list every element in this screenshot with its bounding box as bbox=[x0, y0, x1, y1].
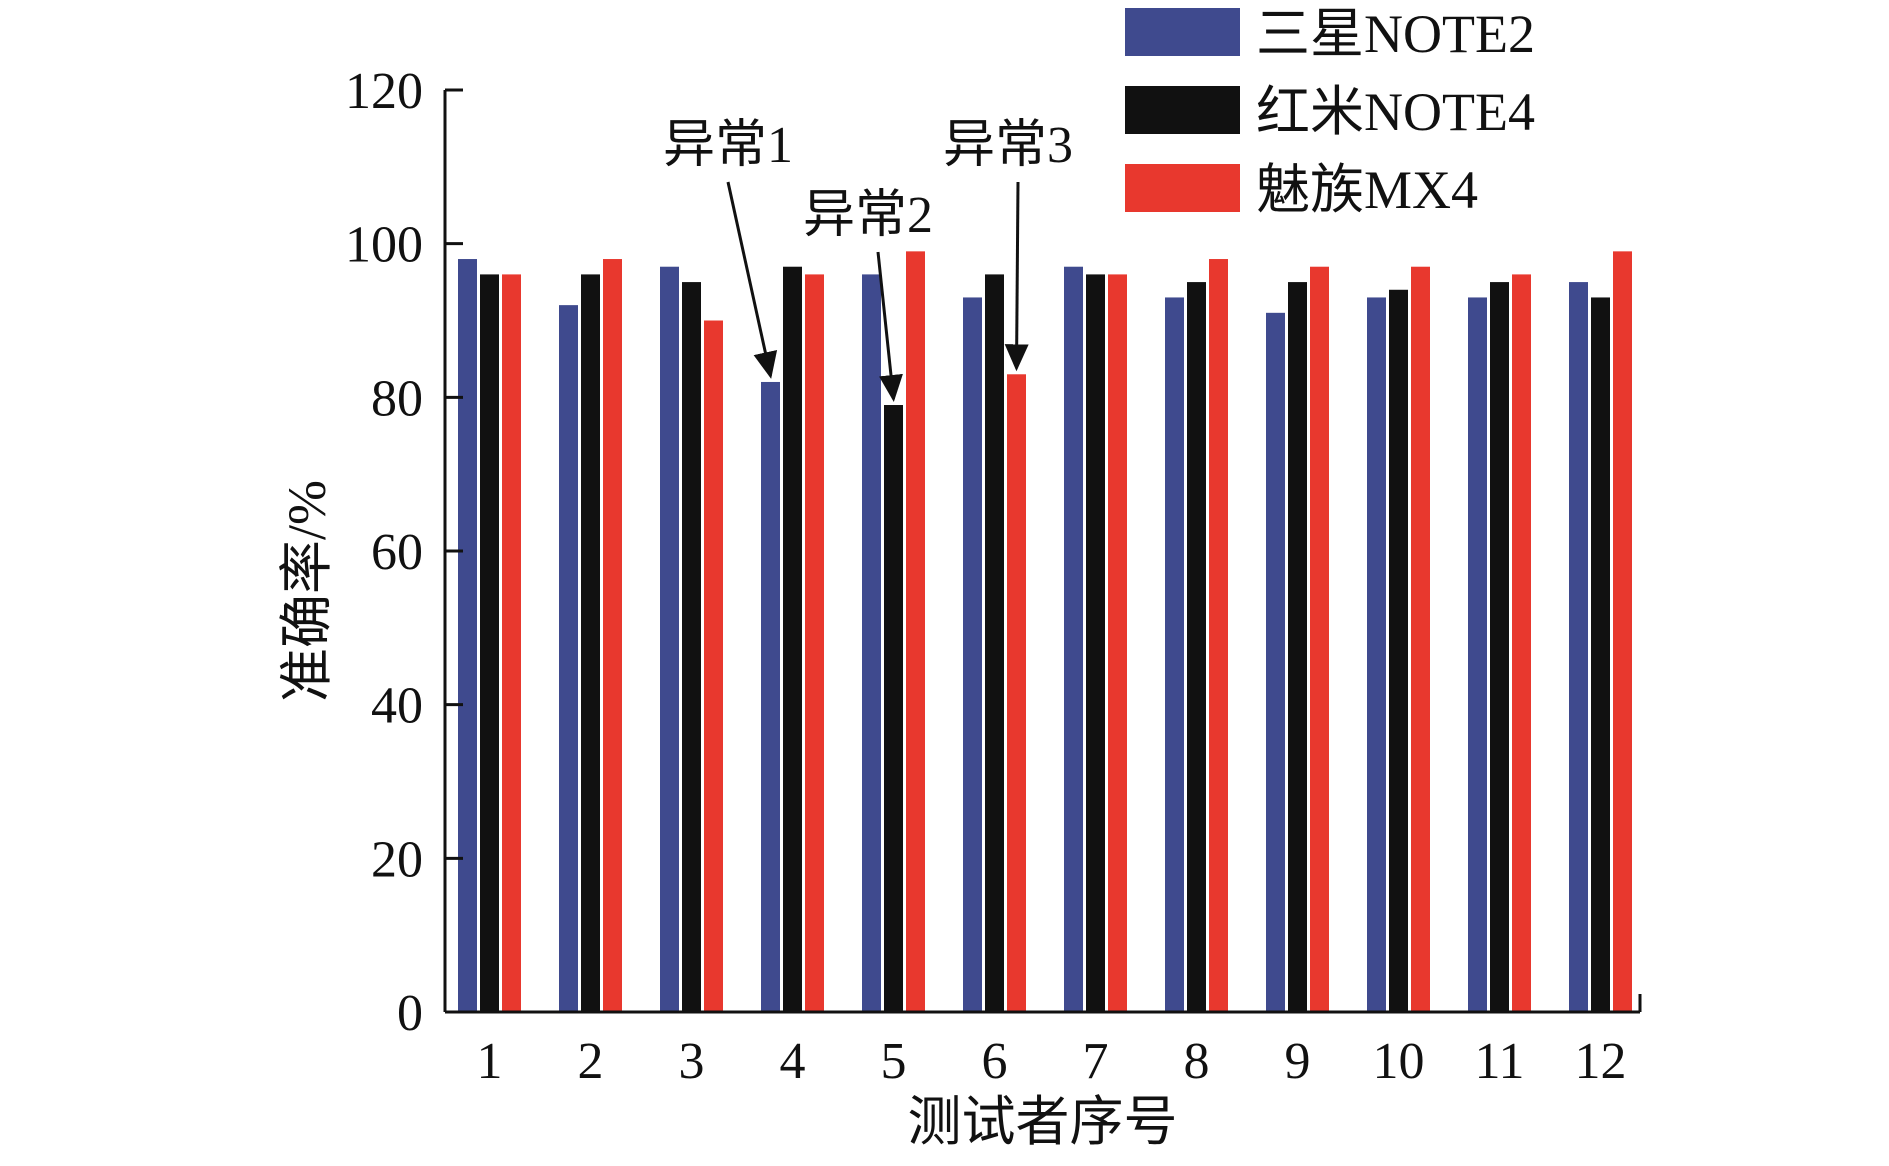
legend-swatch bbox=[1125, 8, 1240, 56]
x-tick-label: 7 bbox=[1083, 1033, 1109, 1090]
bar-魅族MX4-1 bbox=[502, 274, 521, 1012]
bar-红米NOTE4-1 bbox=[480, 274, 499, 1012]
bar-红米NOTE4-5 bbox=[884, 405, 903, 1012]
x-tick-label: 12 bbox=[1575, 1033, 1627, 1090]
annotation-arrow bbox=[1004, 181, 1029, 372]
x-tick-label: 1 bbox=[477, 1033, 503, 1090]
x-tick-label: 3 bbox=[679, 1033, 705, 1090]
annotation-label: 异常3 bbox=[943, 117, 1073, 174]
bar-魅族MX4-11 bbox=[1512, 274, 1531, 1012]
bar-三星NOTE2-8 bbox=[1165, 297, 1184, 1012]
bar-魅族MX4-12 bbox=[1613, 251, 1632, 1013]
y-tick-label: 100 bbox=[345, 217, 423, 274]
legend-swatch bbox=[1125, 86, 1240, 134]
bar-魅族MX4-6 bbox=[1007, 374, 1026, 1012]
x-tick-label: 5 bbox=[881, 1033, 907, 1090]
x-axis-title: 测试者序号 bbox=[908, 1092, 1178, 1152]
x-tick-label: 2 bbox=[578, 1033, 604, 1090]
y-tick-label: 60 bbox=[371, 524, 423, 581]
bar-魅族MX4-7 bbox=[1108, 274, 1127, 1012]
y-tick-label: 40 bbox=[371, 678, 423, 735]
y-tick-label: 80 bbox=[371, 370, 423, 427]
y-tick-label: 0 bbox=[397, 985, 423, 1042]
bar-红米NOTE4-3 bbox=[682, 282, 701, 1012]
bar-魅族MX4-2 bbox=[603, 259, 622, 1012]
annotation-label: 异常1 bbox=[663, 117, 793, 174]
bar-红米NOTE4-4 bbox=[783, 266, 802, 1012]
bar-红米NOTE4-8 bbox=[1187, 282, 1206, 1012]
legend-label: 红米NOTE4 bbox=[1256, 82, 1535, 142]
bar-魅族MX4-8 bbox=[1209, 259, 1228, 1012]
bar-三星NOTE2-11 bbox=[1468, 297, 1487, 1012]
legend-swatch bbox=[1125, 164, 1240, 212]
bar-红米NOTE4-7 bbox=[1086, 274, 1105, 1012]
legend: 三星NOTE2 红米NOTE4 魅族MX4 bbox=[1125, 4, 1535, 220]
bar-三星NOTE2-12 bbox=[1569, 282, 1588, 1012]
annotation-arrow bbox=[726, 181, 778, 379]
bar-三星NOTE2-6 bbox=[963, 297, 982, 1012]
y-tick-label: 20 bbox=[371, 831, 423, 888]
bar-魅族MX4-10 bbox=[1411, 266, 1430, 1012]
bar-红米NOTE4-6 bbox=[985, 274, 1004, 1012]
bar-三星NOTE2-2 bbox=[559, 305, 578, 1013]
bar-红米NOTE4-10 bbox=[1389, 289, 1408, 1012]
bar-三星NOTE2-3 bbox=[660, 266, 679, 1012]
bar-红米NOTE4-9 bbox=[1288, 282, 1307, 1012]
bars-layer bbox=[458, 251, 1632, 1013]
axes-layer bbox=[443, 88, 1642, 1014]
bar-三星NOTE2-5 bbox=[862, 274, 881, 1012]
x-tick-label: 11 bbox=[1474, 1033, 1524, 1090]
bar-红米NOTE4-2 bbox=[581, 274, 600, 1012]
x-tick-label: 8 bbox=[1184, 1033, 1210, 1090]
x-tick-label: 10 bbox=[1373, 1033, 1425, 1090]
bar-魅族MX4-4 bbox=[805, 274, 824, 1012]
bar-魅族MX4-3 bbox=[704, 320, 723, 1012]
bar-三星NOTE2-1 bbox=[458, 259, 477, 1012]
bar-三星NOTE2-9 bbox=[1266, 312, 1285, 1013]
x-tick-label: 4 bbox=[780, 1033, 806, 1090]
annotation-arrow bbox=[876, 251, 903, 403]
y-axis-title: 准确率/% bbox=[277, 480, 337, 702]
bar-魅族MX4-9 bbox=[1310, 266, 1329, 1012]
bar-三星NOTE2-10 bbox=[1367, 297, 1386, 1012]
legend-label: 魅族MX4 bbox=[1256, 160, 1478, 220]
annotation-label: 异常2 bbox=[803, 187, 933, 244]
x-tick-label: 9 bbox=[1285, 1033, 1311, 1090]
bar-红米NOTE4-11 bbox=[1490, 282, 1509, 1012]
bar-魅族MX4-5 bbox=[906, 251, 925, 1013]
bar-三星NOTE2-4 bbox=[761, 381, 780, 1012]
bar-三星NOTE2-7 bbox=[1064, 266, 1083, 1012]
x-tick-label: 6 bbox=[982, 1033, 1008, 1090]
bar-红米NOTE4-12 bbox=[1591, 297, 1610, 1012]
y-tick-label: 120 bbox=[345, 63, 423, 120]
legend-label: 三星NOTE2 bbox=[1256, 4, 1535, 64]
